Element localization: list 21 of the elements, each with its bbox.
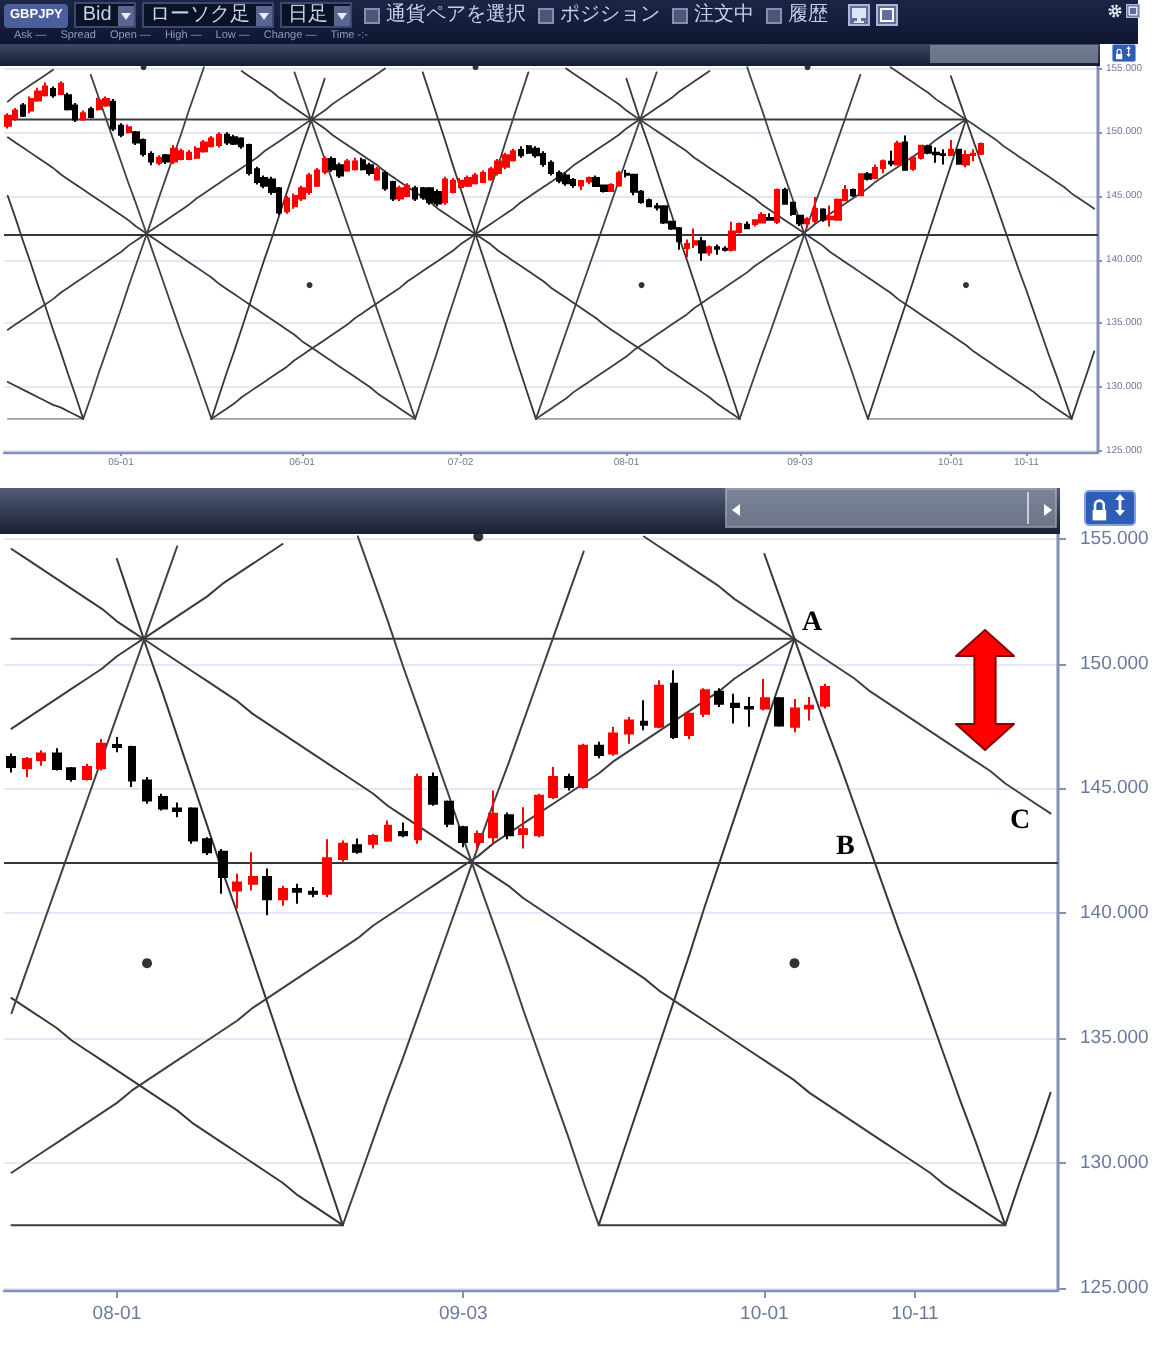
y-tick-label: 140.000 xyxy=(1080,902,1149,925)
text: 日足 xyxy=(287,4,328,26)
text: ポジション xyxy=(559,4,660,26)
text: 履歴 xyxy=(787,4,828,26)
x-tick-label: 09-03 xyxy=(438,1303,488,1325)
text: Bid xyxy=(82,4,112,26)
text: 通貨ペアを選択 xyxy=(385,4,526,26)
x-tick-label: 10-01 xyxy=(740,1303,789,1325)
text: ローソク足 xyxy=(149,4,250,26)
x-tick-label: 08-01 xyxy=(92,1303,142,1325)
y-tick-label: 130.000 xyxy=(1080,1151,1149,1174)
annotation: B xyxy=(836,832,855,863)
annotation: A xyxy=(802,607,824,638)
y-tick-label: 150.000 xyxy=(1080,652,1149,675)
text: 注文中 xyxy=(693,4,754,26)
annotation: C xyxy=(1010,806,1031,838)
y-tick-label: 145.000 xyxy=(1080,777,1149,800)
y-tick-label: 125.000 xyxy=(1080,1276,1149,1299)
y-tick-label: 135.000 xyxy=(1080,1027,1149,1049)
x-tick-label: 10-11 xyxy=(891,1303,939,1325)
y-tick-label: 155.000 xyxy=(1080,527,1149,550)
